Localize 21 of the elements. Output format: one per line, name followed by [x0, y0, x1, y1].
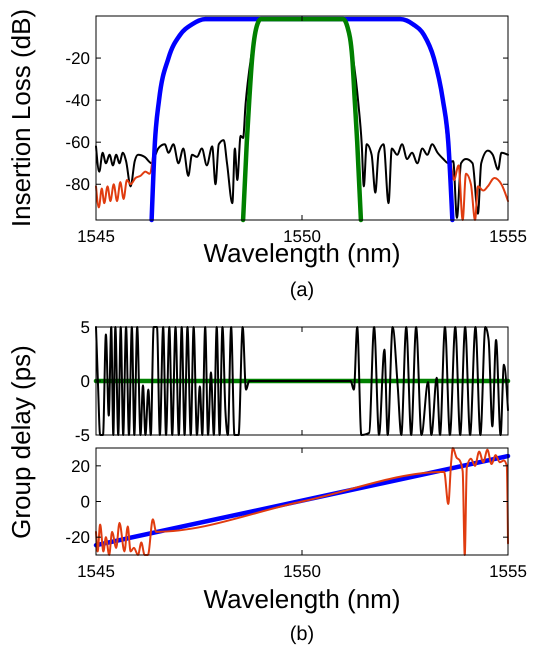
y-axis-title: Insertion Loss (dB): [6, 8, 36, 228]
x-tick-label: 1555: [489, 227, 527, 246]
text: (a): [290, 279, 314, 301]
y-tick-label: 20: [71, 456, 90, 476]
text: (b): [290, 623, 314, 645]
y-tick-label: -20: [65, 528, 90, 548]
x-tick-label: 1550: [283, 562, 321, 581]
x-tick-label: 1555: [489, 562, 527, 581]
y-tick-label: 0: [80, 372, 90, 391]
x-tick-label: 1545: [77, 562, 115, 581]
line-series: [240, 16, 364, 222]
y-tick-label: -5: [74, 426, 90, 445]
x-axis-title: Wavelength (nm): [204, 584, 400, 614]
y-tick-label: 5: [80, 318, 90, 337]
y-tick-label: 0: [80, 492, 90, 512]
x-tick-label: 1545: [77, 227, 115, 246]
y-tick-label: -80: [65, 175, 90, 194]
y-axis-title: Group delay (ps): [6, 345, 36, 539]
y-tick-label: -60: [65, 133, 90, 152]
y-tick-label: -40: [65, 91, 90, 110]
y-tick-label: -20: [65, 49, 90, 68]
